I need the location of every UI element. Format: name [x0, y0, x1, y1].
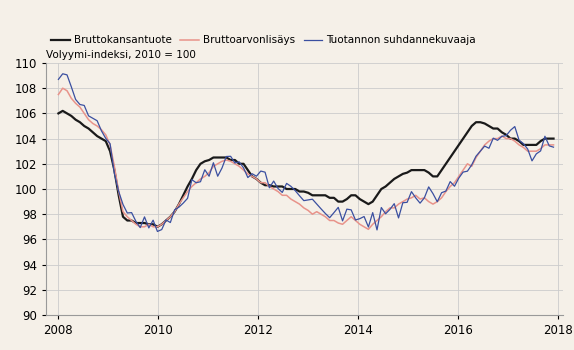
Bruttokansantuote	[154, 225, 161, 229]
Bruttokansantuote	[464, 130, 471, 134]
Bruttoarvonlisäys	[550, 143, 557, 147]
Bruttoarvonlisäys	[477, 149, 484, 153]
Bruttoarvonlisäys	[227, 159, 234, 163]
Bruttoarvonlisäys	[365, 227, 372, 231]
Line: Tuotannon suhdannekuvaaja: Tuotannon suhdannekuvaaja	[59, 74, 553, 231]
Bruttokansantuote	[231, 158, 238, 162]
Bruttoarvonlisäys	[59, 86, 66, 90]
Tuotannon suhdannekuvaaja	[59, 72, 66, 76]
Line: Bruttokansantuote: Bruttokansantuote	[59, 111, 553, 227]
Tuotannon suhdannekuvaaja	[55, 77, 62, 82]
Bruttokansantuote	[59, 109, 66, 113]
Bruttokansantuote	[55, 111, 62, 116]
Tuotannon suhdannekuvaaja	[550, 145, 557, 149]
Bruttoarvonlisäys	[464, 162, 471, 166]
Bruttokansantuote	[550, 136, 557, 141]
Bruttoarvonlisäys	[520, 145, 527, 149]
Tuotannon suhdannekuvaaja	[520, 141, 527, 146]
Tuotannon suhdannekuvaaja	[365, 225, 372, 229]
Bruttokansantuote	[365, 202, 372, 206]
Bruttokansantuote	[395, 174, 402, 179]
Text: Volyymi-indeksi, 2010 = 100: Volyymi-indeksi, 2010 = 100	[46, 50, 196, 61]
Tuotannon suhdannekuvaaja	[231, 161, 238, 165]
Bruttoarvonlisäys	[395, 202, 402, 206]
Bruttoarvonlisäys	[360, 225, 367, 229]
Bruttokansantuote	[477, 120, 484, 124]
Tuotannon suhdannekuvaaja	[395, 216, 402, 220]
Tuotannon suhdannekuvaaja	[154, 229, 161, 233]
Tuotannon suhdannekuvaaja	[464, 169, 471, 173]
Bruttokansantuote	[520, 143, 527, 147]
Legend: Bruttokansantuote, Bruttoarvonlisäys, Tuotannon suhdannekuvaaja: Bruttokansantuote, Bruttoarvonlisäys, Tu…	[51, 35, 476, 45]
Tuotannon suhdannekuvaaja	[477, 149, 484, 153]
Line: Bruttoarvonlisäys: Bruttoarvonlisäys	[59, 88, 553, 229]
Bruttoarvonlisäys	[55, 92, 62, 97]
